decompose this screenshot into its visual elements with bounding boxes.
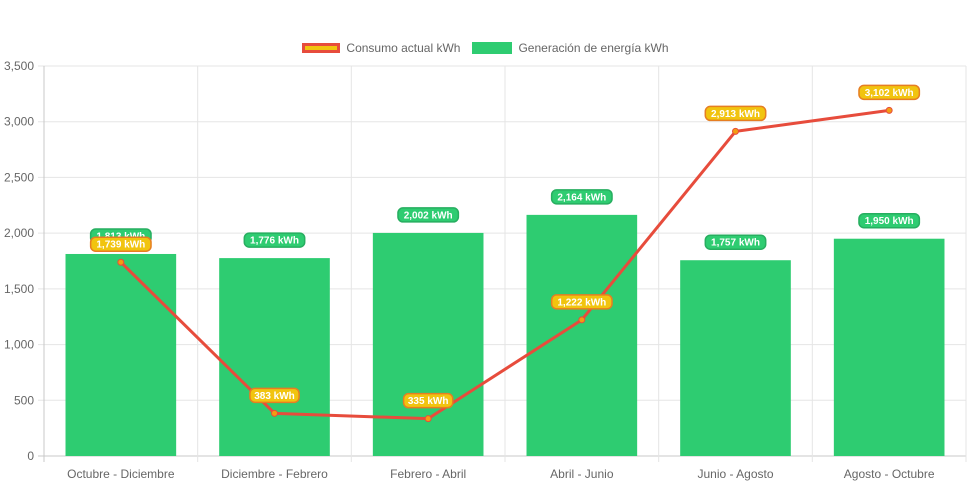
legend-label-consumo: Consumo actual kWh <box>346 41 461 55</box>
line-value-label: 1,739 kWh <box>96 240 145 251</box>
bar-value-label-bg <box>704 234 767 250</box>
line-value-label-bg <box>249 387 300 404</box>
x-tick-label: Octubre - Diciembre <box>67 467 175 481</box>
y-tick-label: 2,000 <box>4 226 34 240</box>
consumo-point <box>732 127 739 135</box>
line-value-label-bg <box>89 236 152 252</box>
bar-value-label: 2,002 kWh <box>404 210 453 221</box>
y-tick-label: 1,000 <box>4 338 34 352</box>
legend-label-generacion: Generación de energía kWh <box>518 41 669 55</box>
line-value-label: 3,102 kWh <box>865 88 914 99</box>
x-tick-label: Junio - Agosto <box>697 467 773 481</box>
x-tick-label: Diciembre - Febrero <box>221 467 328 481</box>
bar-value-label-bg <box>243 232 306 248</box>
consumo-point <box>885 106 893 114</box>
consumo-point <box>271 409 278 417</box>
line-value-label: 2,913 kWh <box>711 109 760 120</box>
bar-value-label: 1,776 kWh <box>250 236 299 247</box>
bar <box>526 214 638 456</box>
consumo-point <box>117 258 125 266</box>
y-tick-label: 2,500 <box>4 170 34 184</box>
line-value-label-bg <box>402 392 454 409</box>
line-value-label: 383 kWh <box>254 391 295 402</box>
legend-swatch-consumo <box>302 43 341 53</box>
x-tick-label: Febrero - Abril <box>390 467 466 481</box>
legend: Consumo actual kWh Generación de energía… <box>0 41 971 55</box>
bar-value-label: 1,757 kWh <box>711 238 760 249</box>
legend-item-consumo[interactable]: Consumo actual kWh <box>302 41 460 55</box>
consumo-point <box>424 415 432 423</box>
line-value-label-bg <box>858 84 921 101</box>
x-tick-label: Agosto - Octubre <box>844 467 935 481</box>
bar <box>65 253 177 456</box>
bar-value-label-bg <box>858 212 921 229</box>
y-tick-label: 1,500 <box>4 282 34 296</box>
bar-value-label-bg <box>397 207 460 223</box>
legend-swatch-generacion <box>472 42 513 54</box>
y-tick-label: 500 <box>14 393 34 407</box>
consumo-point <box>578 316 586 324</box>
y-tick-label: 3,000 <box>4 115 34 129</box>
line-value-label-bg <box>550 294 613 310</box>
bar <box>219 258 330 456</box>
x-tick-label: Abril - Junio <box>550 467 614 481</box>
bar <box>680 260 791 456</box>
line-value-label-bg <box>704 105 767 122</box>
consumo-line <box>119 108 890 421</box>
bar <box>372 232 484 456</box>
bar-value-label: 2,164 kWh <box>557 192 606 203</box>
bar-value-label: 1,950 kWh <box>865 216 914 227</box>
line-value-label: 1,222 kWh <box>557 297 606 308</box>
y-tick-label: 3,500 <box>4 59 34 73</box>
bar <box>833 238 945 456</box>
line-value-label: 335 kWh <box>408 396 449 407</box>
y-tick-label: 0 <box>27 449 34 463</box>
bar-value-label-bg <box>550 189 613 205</box>
legend-item-generacion[interactable]: Generación de energía kWh <box>472 41 669 55</box>
